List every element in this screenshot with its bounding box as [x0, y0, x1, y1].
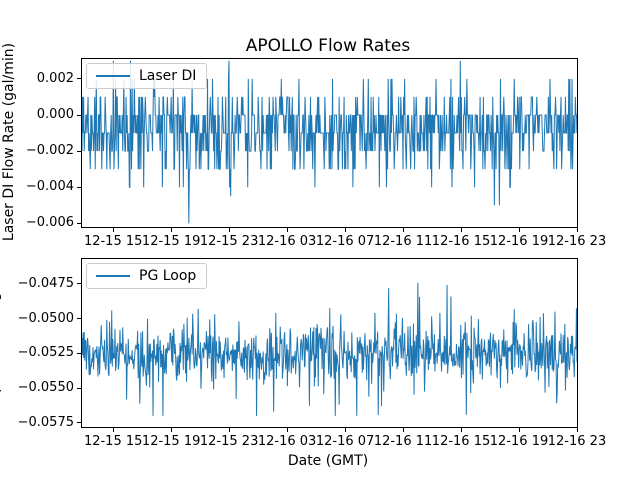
y-tick-mark: [77, 150, 81, 152]
x-tick-mark: [576, 228, 578, 232]
x-tick-label: 12-15 23: [199, 434, 259, 449]
y-tick-label: 0.000: [36, 107, 74, 122]
x-tick-mark: [286, 228, 288, 232]
x-tick-label: 12-16 23: [547, 434, 607, 449]
PG Loop-line: [82, 282, 577, 416]
y-tick-label: −0.0500: [17, 310, 74, 326]
y-tick-mark: [77, 352, 81, 354]
y-tick-mark: [77, 186, 81, 188]
x-tick-mark: [518, 428, 520, 432]
x-tick-mark: [460, 228, 462, 232]
y-tick-label: −0.002: [25, 143, 74, 159]
y-tick-mark: [77, 78, 81, 80]
x-tick-label: 12-15 19: [141, 434, 201, 449]
legend-bottom: PG Loop: [86, 263, 208, 289]
x-tick-mark: [576, 428, 578, 432]
x-tick-label: 12-15 19: [141, 234, 201, 249]
top-subplot: Laser DI 0.002 0.000 −0.002 −0.004 −0.006 12-…: [26, 58, 606, 249]
x-tick-mark: [518, 228, 520, 232]
x-axis-label: Date (GMT): [287, 453, 369, 469]
x-tick-label: 12-16 19: [489, 434, 549, 449]
y-tick-mark: [77, 222, 81, 224]
x-tick-label: 12-16 15: [431, 434, 491, 449]
x-tick-label: 12-15 15: [83, 434, 143, 449]
x-tick-label: 12-16 07: [315, 434, 375, 449]
y-tick-mark: [77, 387, 81, 389]
x-tick-label: 12-16 23: [547, 234, 607, 249]
data-series-polyline: [82, 282, 577, 416]
x-tick-mark: [112, 428, 114, 432]
y-tick-label: −0.004: [25, 179, 74, 195]
y-tick-label: −0.0475: [17, 275, 74, 291]
y-tick-label: −0.006: [25, 215, 74, 231]
Laser DI-line: [82, 60, 577, 224]
y-tick-mark: [77, 114, 81, 116]
x-tick-mark: [402, 228, 404, 232]
chart-title: APOLLO Flow Rates: [245, 36, 411, 56]
x-tick-mark: [170, 228, 172, 232]
x-tick-mark: [170, 428, 172, 432]
y-tick-mark: [77, 422, 81, 424]
x-tick-label: 12-16 07: [315, 234, 375, 249]
x-tick-label: 12-16 19: [489, 234, 549, 249]
x-tick-mark: [228, 228, 230, 232]
y-axis-label-bottom: PG Loop Flow Rate (gal/min): [0, 242, 2, 442]
data-series-polyline: [82, 60, 577, 224]
x-tick-mark: [112, 228, 114, 232]
legend-label-top: Laser DI: [139, 68, 197, 84]
y-tick-mark: [77, 283, 81, 285]
x-tick-label: 12-16 03: [257, 234, 317, 249]
x-tick-mark: [228, 428, 230, 432]
y-tick-label: −0.0575: [17, 414, 74, 430]
legend-line-sample-icon: [96, 275, 130, 277]
x-tick-label: 12-16 11: [373, 234, 433, 249]
x-tick-label: 12-16 03: [257, 434, 317, 449]
x-tick-mark: [402, 428, 404, 432]
x-tick-label: 12-15 15: [83, 234, 143, 249]
x-tick-mark: [286, 428, 288, 432]
x-tick-label: 12-15 23: [199, 234, 259, 249]
bottom-subplot: PG Loop −0.0475 −0.0500 −0.0525 −0.0550 −0.0…: [18, 258, 606, 449]
x-tick-mark: [344, 228, 346, 232]
legend-line-sample-icon: [96, 75, 130, 77]
legend-label-bottom: PG Loop: [139, 268, 197, 284]
y-tick-label: −0.0525: [17, 345, 74, 361]
x-tick-mark: [344, 428, 346, 432]
x-tick-mark: [460, 428, 462, 432]
y-tick-mark: [77, 318, 81, 320]
y-tick-label: −0.0550: [17, 380, 74, 396]
legend-top: Laser DI: [86, 63, 208, 89]
x-tick-label: 12-16 15: [431, 234, 491, 249]
x-tick-label: 12-16 11: [373, 434, 433, 449]
y-tick-label: 0.002: [36, 70, 74, 86]
